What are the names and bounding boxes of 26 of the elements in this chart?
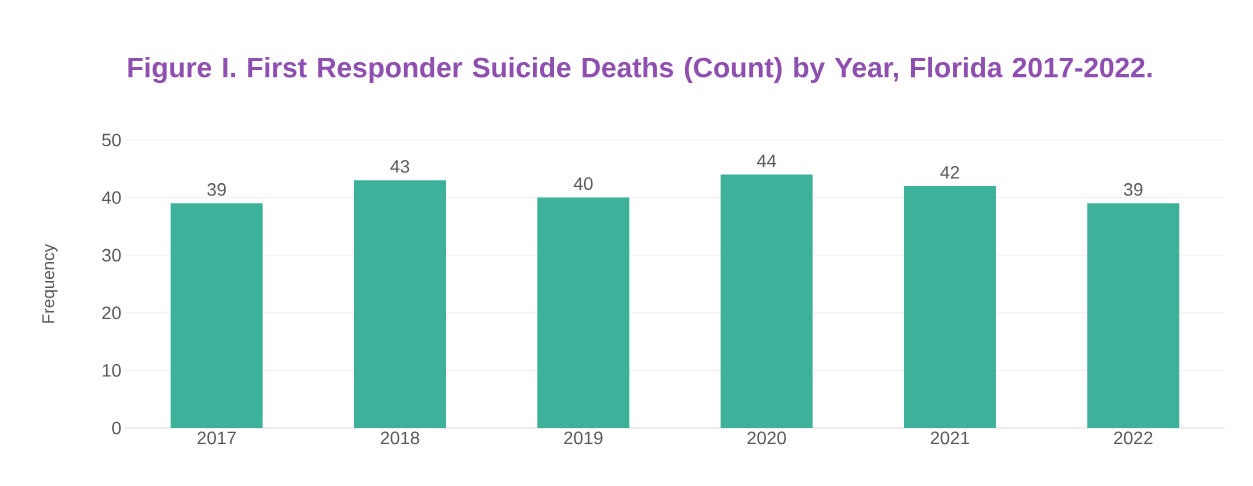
bar: [720, 174, 813, 428]
data-label: 40: [573, 177, 593, 191]
y-tick-label: 40: [101, 191, 121, 204]
chart-title: Figure I. First Responder Suicide Deaths (Count) by Year, Florida 2017-2022.: [128, 56, 1152, 84]
data-label: 43: [390, 160, 410, 173]
y-tick-label: 30: [102, 248, 121, 262]
x-tick-label: 2020: [747, 431, 786, 445]
bar: [353, 180, 446, 428]
x-tick-label: 2017: [197, 431, 236, 445]
y-tick-label: 20: [102, 306, 121, 320]
data-label: 39: [1123, 183, 1143, 196]
y-tick-label: 0: [112, 421, 121, 435]
y-tick-label: 50: [102, 133, 121, 147]
bar: [537, 197, 630, 428]
y-tick-label: 10: [102, 364, 121, 377]
y-axis-title: Frequency: [42, 243, 58, 323]
data-label: 42: [940, 166, 960, 179]
bar: [903, 186, 996, 428]
bar: [1087, 203, 1180, 428]
x-tick-label: 2018: [380, 431, 420, 445]
x-tick-label: 2021: [930, 431, 970, 445]
bar: [170, 203, 263, 428]
x-tick-label: 2019: [564, 431, 603, 445]
x-tick-label: 2022: [1114, 431, 1153, 445]
data-label: 44: [757, 154, 777, 168]
data-label: 39: [207, 183, 226, 196]
